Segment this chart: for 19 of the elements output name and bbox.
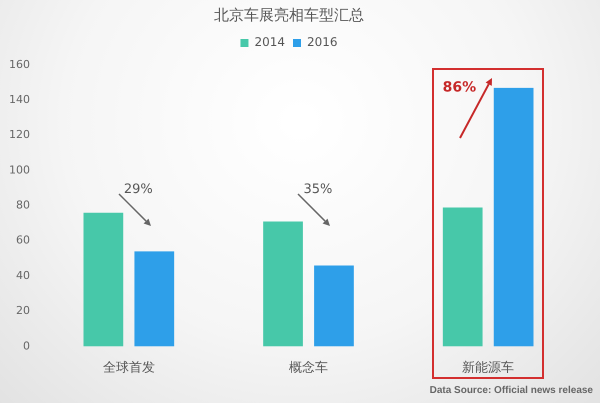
y-tick-label: 40 (16, 268, 30, 282)
x-tick-label: 新能源车 (462, 360, 514, 376)
y-tick-label: 0 (22, 339, 30, 352)
annotation: 29% (124, 182, 153, 198)
y-tick-label: 20 (16, 304, 30, 318)
annotation: 86% (442, 80, 476, 96)
y-tick-label: 120 (8, 128, 30, 142)
x-tick-label: 概念车 (289, 360, 328, 376)
legend-label: 2016 (307, 35, 338, 50)
y-tick-label: 160 (8, 58, 30, 71)
chart-title: 北京车展亮相车型汇总 (214, 6, 364, 24)
source-note: Data Source: Official news release (430, 384, 594, 396)
y-tick-label: 140 (8, 93, 30, 106)
annotation: 35% (304, 182, 332, 198)
x-tick-label: 全球首发 (102, 360, 155, 376)
y-tick-label: 80 (16, 198, 30, 212)
legend-label: 2014 (254, 35, 286, 50)
y-tick-label: 100 (8, 163, 30, 176)
y-tick-label: 60 (16, 234, 30, 247)
